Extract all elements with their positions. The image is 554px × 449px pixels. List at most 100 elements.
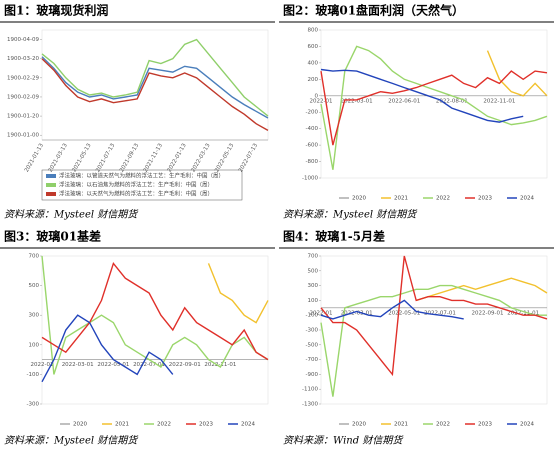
x-tick-label: 2021-05-13 (71, 142, 92, 173)
y-tick-label: 1900-02-29 (7, 75, 39, 81)
series-line (41, 58, 269, 132)
y-tick-label: 1900-02-09 (7, 94, 39, 100)
series-line (41, 261, 269, 361)
y-tick-label: 0 (315, 93, 319, 99)
legend-label: 2020 (352, 196, 366, 202)
series-line (486, 50, 548, 97)
source: 资料来源：Wind 财信期货 (283, 435, 404, 447)
y-tick-label: -700 (306, 357, 319, 363)
y-tick-label: 100 (29, 342, 40, 348)
x-tick-label: 2022-07-01 (133, 362, 165, 368)
x-tick-label: 2022-01 (310, 310, 333, 316)
series-line (41, 314, 174, 383)
y-tick-label: 1900-03-20 (7, 56, 39, 62)
x-tick-label: 2022-09-01 (472, 310, 504, 316)
x-tick-label: 2022-03-01 (341, 310, 373, 316)
y-tick-label: -500 (306, 342, 319, 348)
y-tick-label: 300 (308, 283, 319, 289)
x-tick-label: 2022-01 (310, 98, 333, 104)
y-tick-label: -1100 (302, 387, 318, 393)
series-line (415, 277, 548, 302)
series-line (41, 56, 269, 119)
plot-frame (41, 255, 269, 405)
legend-label: 2021 (394, 422, 408, 428)
y-tick-label: -800 (306, 159, 319, 165)
x-tick-label: 2022-07-01 (424, 310, 456, 316)
legend-label: 2024 (241, 422, 255, 428)
y-tick-label: 300 (29, 313, 40, 319)
y-tick-label: -1000 (302, 176, 318, 182)
y-tick-label: 500 (308, 268, 319, 274)
y-tick-label: 800 (308, 28, 319, 34)
panel: 图2：玻璃01盘面利润（天然气） 资料来源：Mysteel 财信期货 -1000 -8… (279, 3, 554, 221)
y-tick-label: 600 (308, 44, 319, 50)
x-tick-label: 2022-03-01 (62, 362, 94, 368)
legend-label: 2023 (478, 196, 492, 202)
source: 资料来源：Mysteel 财信期货 (4, 209, 139, 221)
legend-label: 浮法玻璃：以石油焦为燃料的浮法工艺：生产毛利：中国（周） (59, 181, 213, 189)
series-line (320, 299, 464, 320)
x-tick-label: 2022-11-01 (507, 310, 539, 316)
x-tick-label: 2022-05-01 (97, 362, 129, 368)
series-line (41, 255, 269, 375)
x-tick-label: 2022-01 (31, 362, 54, 368)
x-tick-label: 2022-08-01 (436, 98, 468, 104)
legend-label: 2020 (73, 422, 87, 428)
y-tick-label: 700 (29, 254, 40, 260)
legend-box (41, 169, 243, 201)
legend-label: 2022 (436, 422, 450, 428)
x-tick-label: 2021-09-13 (119, 142, 140, 173)
chart-title: 图1：玻璃现货利润 (4, 3, 108, 18)
x-tick-label: 2022-03-13 (190, 142, 211, 173)
legend-label: 浮法玻璃：以天然气为燃料的浮法工艺：生产毛利：中国（周） (59, 190, 213, 198)
x-tick-label: 2021-11-13 (143, 142, 164, 173)
legend-label: 2023 (199, 422, 213, 428)
x-tick-label: 2022-05-01 (388, 310, 420, 316)
legend-label: 2024 (520, 196, 534, 202)
y-tick-label: 200 (308, 77, 319, 83)
x-tick-label: 2021-07-13 (95, 142, 116, 173)
legend-label: 2024 (520, 422, 534, 428)
y-tick-label: -1300 (302, 402, 318, 408)
series-line (207, 263, 269, 324)
series-line (320, 45, 548, 170)
y-tick-label: 400 (308, 60, 319, 66)
legend-label: 2021 (394, 196, 408, 202)
x-tick-label: 2021-01-13 (24, 142, 45, 173)
x-tick-label: 2022-03-01 (341, 98, 373, 104)
y-tick-label: 1900-04-09 (7, 37, 39, 43)
y-tick-label: 1900-01-20 (7, 114, 39, 120)
legend-label: 2022 (436, 196, 450, 202)
legend-label: 2023 (478, 422, 492, 428)
source: 资料来源：Mysteel 财信期货 (283, 209, 418, 221)
series-line (320, 70, 548, 146)
y-tick-label: 1900-01-00 (7, 133, 39, 139)
y-tick-label: 700 (308, 254, 319, 260)
legend-label: 浮法玻璃：以管道天然气为燃料的浮法工艺：生产毛利：中国（周） (59, 172, 224, 180)
series-line (320, 68, 524, 123)
x-tick-label: 2022-05-13 (214, 142, 235, 173)
chart-title: 图2：玻璃01盘面利润（天然气） (283, 3, 464, 18)
x-tick-label: 2022-11-01 (483, 98, 515, 104)
x-tick-label: 2022-09-01 (169, 362, 201, 368)
series-line (320, 255, 548, 377)
y-tick-label: -600 (306, 143, 319, 149)
chart-title: 图3：玻璃01基差 (4, 229, 101, 244)
x-tick-label: 2022-01-13 (167, 142, 188, 173)
x-tick-label: 2022-11-01 (204, 362, 236, 368)
chart-title: 图4：玻璃1-5月差 (283, 229, 385, 244)
legend-label: 2021 (115, 422, 129, 428)
series-line (41, 38, 269, 117)
legend-label: 2020 (352, 422, 366, 428)
y-tick-label: 100 (308, 298, 319, 304)
y-tick-label: -300 (306, 328, 319, 334)
y-tick-label: -300 (27, 402, 40, 408)
source: 资料来源：Mysteel 财信期货 (4, 435, 139, 447)
x-tick-label: 2022-06-01 (388, 98, 420, 104)
x-tick-label: 2022-07-13 (238, 142, 259, 173)
y-tick-label: -100 (306, 313, 319, 319)
